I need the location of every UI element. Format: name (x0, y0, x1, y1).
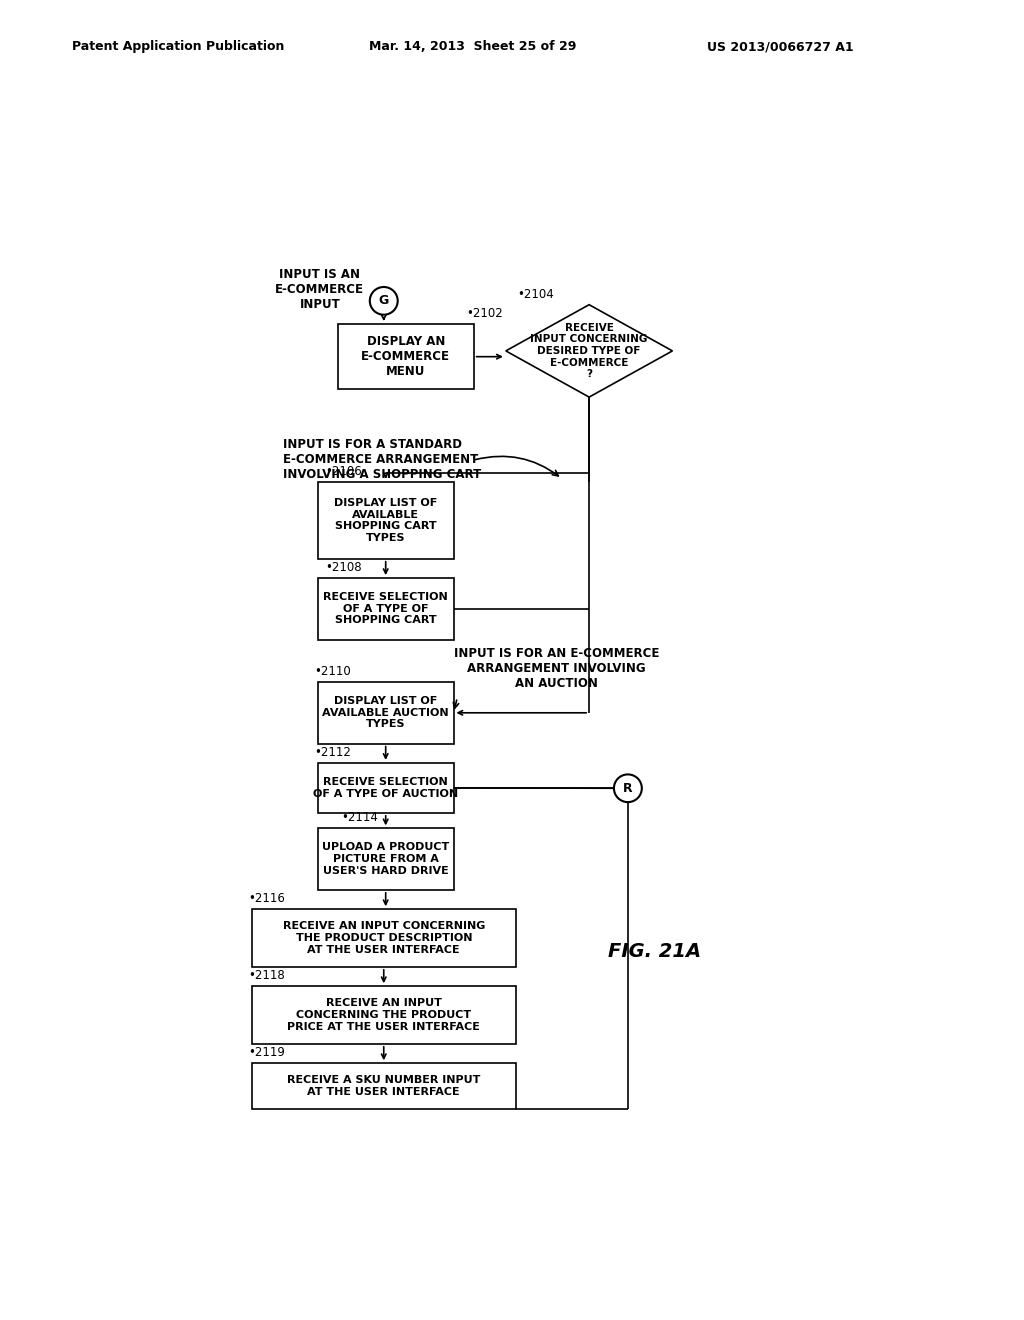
Text: FIG. 21A: FIG. 21A (608, 942, 701, 961)
Text: RECEIVE SELECTION
OF A TYPE OF
SHOPPING CART: RECEIVE SELECTION OF A TYPE OF SHOPPING … (324, 593, 449, 626)
Bar (317, 578, 454, 640)
Circle shape (370, 286, 397, 314)
Text: •2102: •2102 (466, 308, 503, 321)
Text: •2112: •2112 (314, 746, 351, 759)
Bar (252, 909, 515, 966)
Text: US 2013/0066727 A1: US 2013/0066727 A1 (707, 40, 853, 53)
Bar (252, 1063, 515, 1109)
Text: •2110: •2110 (314, 665, 351, 678)
Bar (338, 323, 474, 389)
Text: DISPLAY LIST OF
AVAILABLE
SHOPPING CART
TYPES: DISPLAY LIST OF AVAILABLE SHOPPING CART … (334, 498, 437, 543)
Text: •2118: •2118 (248, 969, 285, 982)
Text: •2119: •2119 (248, 1047, 285, 1059)
Text: •2104: •2104 (517, 288, 554, 301)
Text: INPUT IS AN
E-COMMERCE
INPUT: INPUT IS AN E-COMMERCE INPUT (275, 268, 365, 310)
Text: INPUT IS FOR A STANDARD
E-COMMERCE ARRANGEMENT
INVOLVING A SHOPPING CART: INPUT IS FOR A STANDARD E-COMMERCE ARRAN… (283, 438, 481, 480)
Text: DISPLAY AN
E-COMMERCE
MENU: DISPLAY AN E-COMMERCE MENU (361, 335, 451, 378)
Text: Mar. 14, 2013  Sheet 25 of 29: Mar. 14, 2013 Sheet 25 of 29 (369, 40, 577, 53)
Text: •2114: •2114 (341, 812, 378, 825)
Polygon shape (506, 305, 673, 397)
Bar (317, 682, 454, 743)
Text: •2106: •2106 (326, 465, 362, 478)
Circle shape (614, 775, 642, 803)
Text: RECEIVE
INPUT CONCERNING
DESIRED TYPE OF
E-COMMERCE
?: RECEIVE INPUT CONCERNING DESIRED TYPE OF… (530, 322, 648, 379)
Text: RECEIVE A SKU NUMBER INPUT
AT THE USER INTERFACE: RECEIVE A SKU NUMBER INPUT AT THE USER I… (287, 1076, 480, 1097)
Text: INPUT IS FOR AN E-COMMERCE
ARRANGEMENT INVOLVING
AN AUCTION: INPUT IS FOR AN E-COMMERCE ARRANGEMENT I… (454, 647, 658, 690)
Text: RECEIVE SELECTION
OF A TYPE OF AUCTION: RECEIVE SELECTION OF A TYPE OF AUCTION (313, 777, 459, 799)
Bar (317, 763, 454, 813)
Text: RECEIVE AN INPUT
CONCERNING THE PRODUCT
PRICE AT THE USER INTERFACE: RECEIVE AN INPUT CONCERNING THE PRODUCT … (288, 998, 480, 1032)
Text: DISPLAY LIST OF
AVAILABLE AUCTION
TYPES: DISPLAY LIST OF AVAILABLE AUCTION TYPES (323, 696, 449, 730)
Text: R: R (623, 781, 633, 795)
Text: •2116: •2116 (248, 892, 285, 906)
Text: RECEIVE AN INPUT CONCERNING
THE PRODUCT DESCRIPTION
AT THE USER INTERFACE: RECEIVE AN INPUT CONCERNING THE PRODUCT … (283, 921, 485, 954)
Text: •2108: •2108 (326, 561, 362, 574)
Text: UPLOAD A PRODUCT
PICTURE FROM A
USER'S HARD DRIVE: UPLOAD A PRODUCT PICTURE FROM A USER'S H… (323, 842, 450, 875)
Bar (317, 829, 454, 890)
Text: Patent Application Publication: Patent Application Publication (72, 40, 284, 53)
Bar (252, 986, 515, 1044)
Text: G: G (379, 294, 389, 308)
Bar (317, 482, 454, 558)
